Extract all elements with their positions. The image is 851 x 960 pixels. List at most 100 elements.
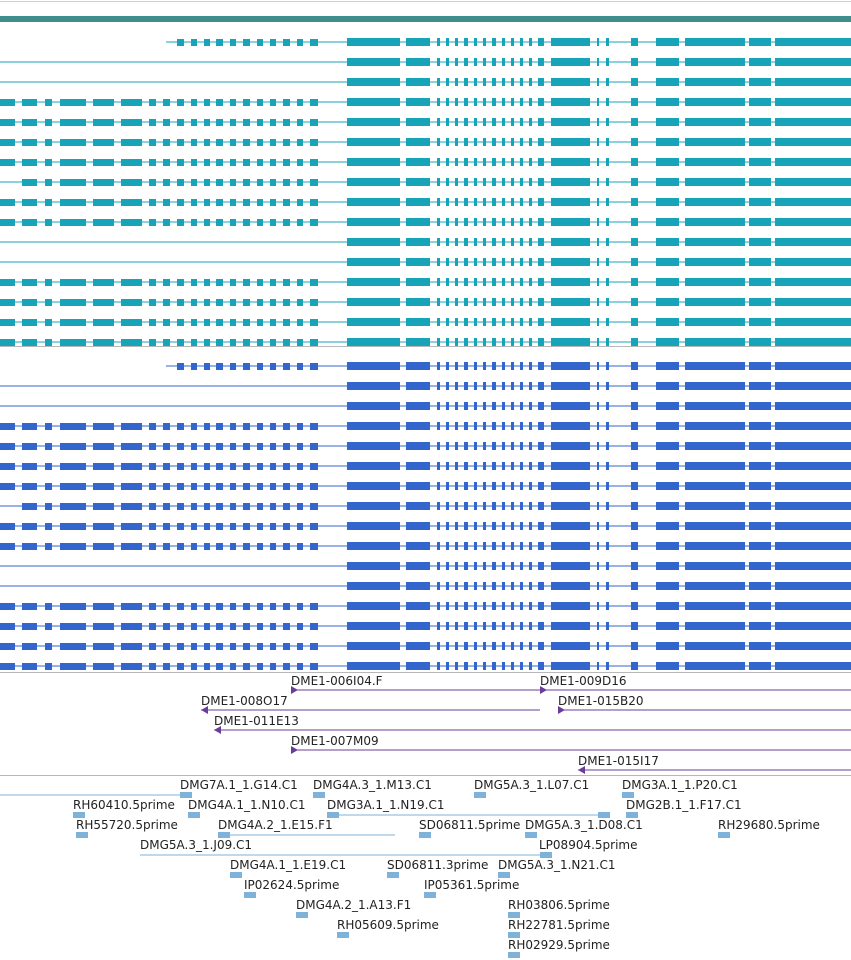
- est-label[interactable]: IP05361.5prime: [424, 878, 520, 892]
- exon-block: [529, 582, 532, 590]
- est-label[interactable]: SD06811.3prime: [387, 858, 489, 872]
- exon-block: [464, 602, 468, 610]
- est-label[interactable]: DMG4A.1_1.E19.C1: [230, 858, 347, 872]
- exon-block: [749, 482, 771, 490]
- exon-block: [474, 98, 477, 106]
- exon-block: [474, 602, 477, 610]
- bac-clone-label[interactable]: DME1-007M09: [291, 734, 379, 748]
- est-label[interactable]: DMG5A.3_1.J09.C1: [140, 838, 253, 852]
- exon-block: [347, 422, 400, 430]
- exon-block: [464, 502, 468, 510]
- est-label[interactable]: RH55720.5prime: [76, 818, 178, 832]
- exon-block: [749, 338, 771, 346]
- exon-block: [243, 339, 250, 346]
- bac-clone-label[interactable]: DME1-008O17: [201, 694, 288, 708]
- exon-block: [511, 118, 514, 126]
- exon-block: [347, 118, 400, 126]
- exon-block: [22, 279, 37, 286]
- exon-block: [483, 278, 486, 286]
- est-label[interactable]: RH03806.5prime: [508, 898, 610, 912]
- exon-block: [455, 78, 458, 86]
- exon-block: [216, 603, 223, 610]
- est-label[interactable]: RH60410.5prime: [73, 798, 175, 812]
- est-label[interactable]: LP08904.5prime: [539, 838, 638, 852]
- exon-block: [93, 319, 114, 326]
- est-label[interactable]: SD06811.5prime: [419, 818, 521, 832]
- exon-block: [406, 178, 430, 186]
- est-label[interactable]: IP02624.5prime: [244, 878, 340, 892]
- exon-block: [257, 279, 263, 286]
- exon-block: [347, 362, 400, 370]
- exon-block: [93, 603, 114, 610]
- exon-block: [749, 138, 771, 146]
- est-label[interactable]: DMG4A.2_1.A13.F1: [296, 898, 412, 912]
- exon-block: [631, 542, 638, 550]
- exon-block: [474, 502, 477, 510]
- bac-clone-label[interactable]: DME1-015I17: [578, 754, 659, 768]
- exon-block: [474, 362, 477, 370]
- exon-block: [606, 402, 609, 410]
- est-label[interactable]: DMG5A.3_1.N21.C1: [498, 858, 616, 872]
- est-label[interactable]: DMG3A.1_1.N19.C1: [327, 798, 445, 812]
- exon-block: [177, 543, 184, 550]
- exon-block: [455, 118, 458, 126]
- est-label[interactable]: DMG5A.3_1.D08.C1: [525, 818, 643, 832]
- exon-block: [406, 38, 430, 46]
- est-label[interactable]: RH22781.5prime: [508, 918, 610, 932]
- bac-clone-label[interactable]: DME1-006I04.F: [291, 674, 383, 688]
- est-label[interactable]: DMG3A.1_1.P20.C1: [622, 778, 738, 792]
- exon-block: [474, 462, 477, 470]
- est-label[interactable]: DMG4A.3_1.M13.C1: [313, 778, 432, 792]
- exon-block: [597, 362, 599, 370]
- exon-block: [22, 483, 37, 490]
- bac-clone-label[interactable]: DME1-009D16: [540, 674, 627, 688]
- exon-block: [551, 642, 590, 650]
- exon-block: [749, 198, 771, 206]
- exon-block: [529, 258, 532, 266]
- exon-block: [191, 523, 197, 530]
- exon-block: [492, 622, 496, 630]
- exon-block: [511, 482, 514, 490]
- exon-block: [455, 662, 458, 670]
- exon-block: [297, 319, 303, 326]
- exon-block: [749, 402, 771, 410]
- exon-block: [22, 119, 37, 126]
- exon-block: [191, 179, 197, 186]
- bac-clone-label[interactable]: DME1-011E13: [214, 714, 299, 728]
- est-label[interactable]: DMG7A.1_1.G14.C1: [180, 778, 298, 792]
- exon-block: [492, 502, 496, 510]
- exon-block: [464, 542, 468, 550]
- est-label[interactable]: RH29680.5prime: [718, 818, 820, 832]
- exon-block: [297, 603, 303, 610]
- exon-block: [511, 622, 514, 630]
- exon-block: [511, 542, 514, 550]
- est-label[interactable]: DMG4A.1_1.N10.C1: [188, 798, 306, 812]
- exon-block: [310, 523, 318, 530]
- exon-block: [310, 463, 318, 470]
- exon-block: [656, 158, 679, 166]
- exon-block: [270, 443, 276, 450]
- exon-block: [520, 98, 523, 106]
- exon-block: [538, 238, 544, 246]
- est-label[interactable]: RH05609.5prime: [337, 918, 439, 932]
- exon-block: [502, 582, 505, 590]
- exon-block: [121, 463, 142, 470]
- est-label[interactable]: DMG2B.1_1.F17.C1: [626, 798, 742, 812]
- exon-block: [347, 278, 400, 286]
- exon-block: [406, 582, 430, 590]
- exon-block: [191, 279, 197, 286]
- exon-block: [511, 602, 514, 610]
- exon-block: [511, 298, 514, 306]
- est-label[interactable]: DMG4A.2_1.E15.F1: [218, 818, 333, 832]
- est-label[interactable]: RH02929.5prime: [508, 938, 610, 952]
- est-label[interactable]: DMG5A.3_1.L07.C1: [474, 778, 590, 792]
- exon-block: [551, 482, 590, 490]
- exon-block: [483, 402, 486, 410]
- exon-block: [257, 219, 263, 226]
- exon-block: [775, 642, 851, 650]
- bac-clone-label[interactable]: DME1-015B20: [558, 694, 644, 708]
- exon-block: [631, 298, 638, 306]
- exon-block: [406, 482, 430, 490]
- exon-block: [0, 199, 15, 206]
- exon-block: [538, 502, 544, 510]
